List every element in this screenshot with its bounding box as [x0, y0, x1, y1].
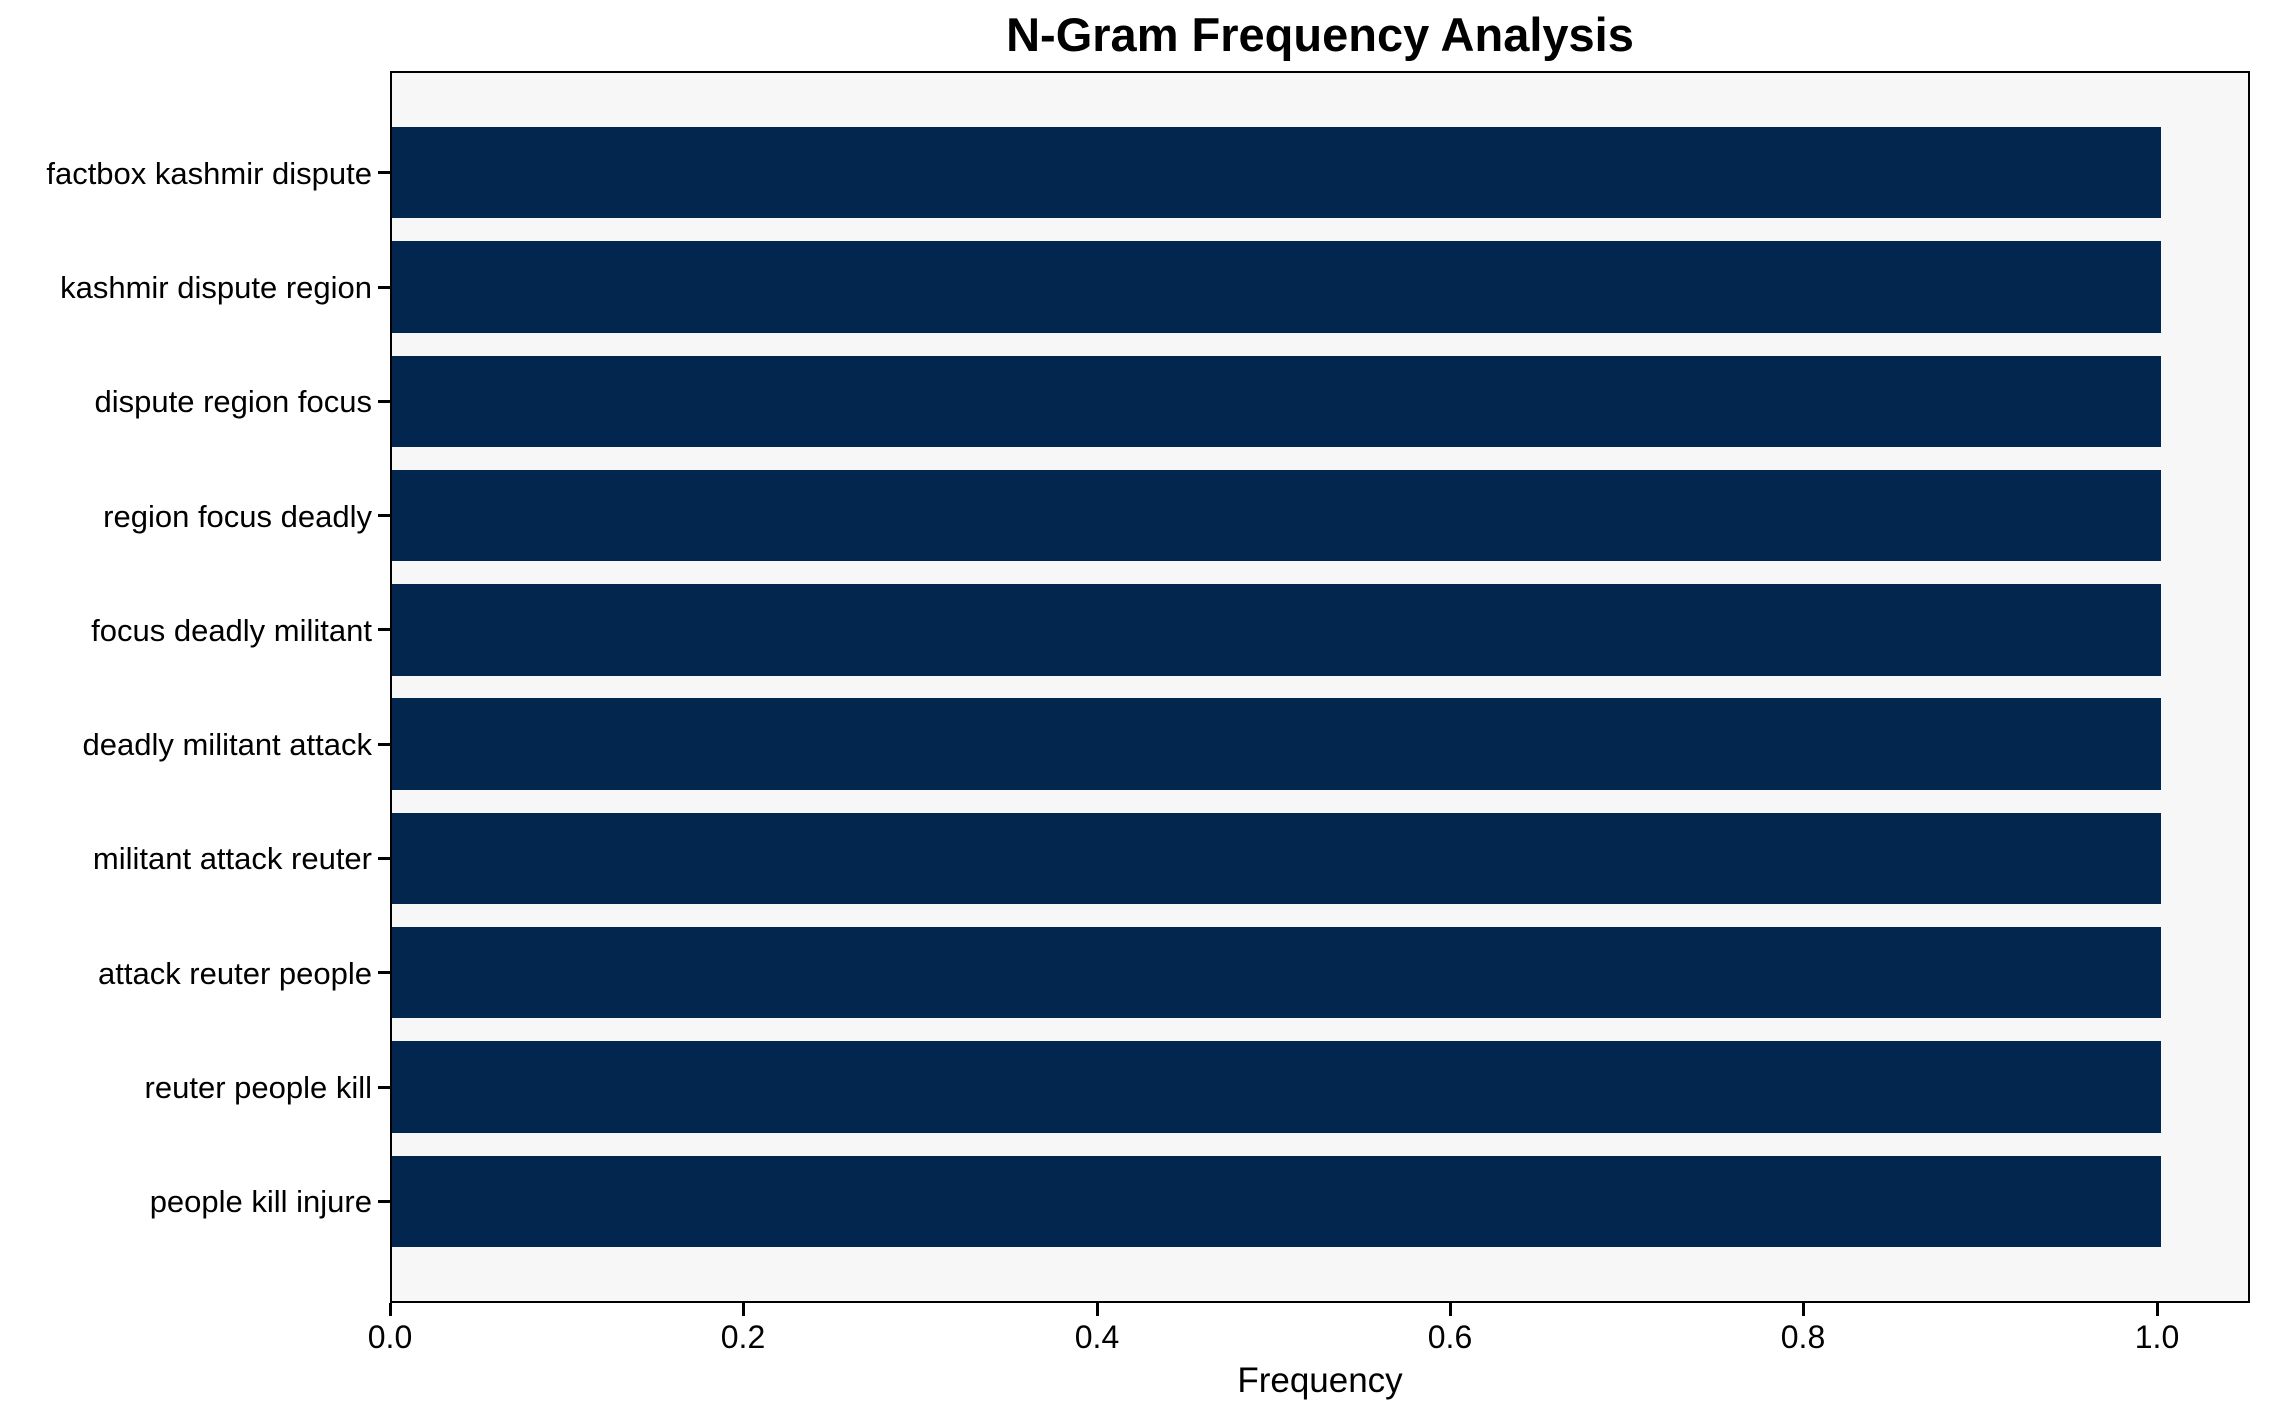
y-tick-label: kashmir dispute region — [60, 270, 372, 305]
bar-row — [390, 584, 2250, 676]
y-tick-mark — [378, 857, 390, 860]
bar-reuter-people-kill — [390, 1041, 2162, 1133]
bar-people-kill-injure — [390, 1155, 2162, 1247]
y-tick-mark — [378, 743, 390, 746]
x-tick-mark — [389, 1303, 392, 1316]
y-tick-label: attack reuter people — [97, 956, 372, 991]
bar-factbox-kashmir-dispute — [390, 127, 2162, 219]
x-tick-label: 0.8 — [1780, 1319, 1826, 1355]
bar-focus-deadly-militant — [390, 584, 2162, 676]
y-tick-label: militant attack reuter — [92, 841, 372, 876]
bar-row — [390, 469, 2250, 562]
x-axis-label: Frequency — [1237, 1361, 1403, 1400]
plot-area — [390, 71, 2250, 1303]
y-tick-mark — [378, 286, 390, 289]
bar-row — [390, 1041, 2250, 1133]
y-tick-mark — [378, 171, 390, 174]
x-tick-mark — [742, 1303, 745, 1316]
bar-deadly-militant-attack — [390, 698, 2162, 790]
bar-row — [390, 698, 2250, 790]
chart-title: N-Gram Frequency Analysis — [1006, 8, 1634, 61]
bar-row — [390, 926, 2250, 1019]
y-tick-label: dispute region focus — [94, 384, 372, 419]
x-tick-label: 0.2 — [720, 1319, 766, 1355]
y-tick-mark — [378, 514, 390, 517]
bar-row — [390, 1155, 2250, 1247]
y-tick-label: region focus deadly — [103, 499, 372, 534]
y-tick-mark — [378, 971, 390, 974]
y-tick-mark — [378, 1200, 390, 1203]
bar-attack-reuter-people — [390, 926, 2162, 1019]
x-tick-label: 0.6 — [1427, 1319, 1473, 1355]
x-tick-mark — [1802, 1303, 1805, 1316]
y-tick-label: reuter people kill — [144, 1070, 372, 1105]
x-tick-label: 0.4 — [1074, 1319, 1120, 1355]
bar-row — [390, 812, 2250, 905]
y-tick-mark — [378, 1086, 390, 1089]
x-tick-mark — [1096, 1303, 1099, 1316]
y-tick-label: deadly militant attack — [82, 727, 372, 762]
bar-dispute-region-focus — [390, 355, 2162, 447]
bar-kashmir-dispute-region — [390, 241, 2162, 333]
y-tick-label: focus deadly militant — [91, 613, 372, 648]
x-tick-mark — [1449, 1303, 1452, 1316]
y-tick-mark — [378, 628, 390, 631]
x-tick-mark — [2156, 1303, 2159, 1316]
bar-militant-attack-reuter — [390, 812, 2162, 905]
bar-region-focus-deadly — [390, 469, 2162, 562]
y-tick-mark — [378, 400, 390, 403]
y-tick-label: factbox kashmir dispute — [46, 156, 372, 191]
y-tick-label: people kill injure — [149, 1184, 372, 1219]
bar-series — [390, 71, 2250, 1303]
bar-row — [390, 127, 2250, 219]
x-tick-label: 0.0 — [367, 1319, 413, 1355]
bar-row — [390, 355, 2250, 447]
x-tick-label: 1.0 — [2134, 1319, 2180, 1355]
bar-row — [390, 241, 2250, 333]
